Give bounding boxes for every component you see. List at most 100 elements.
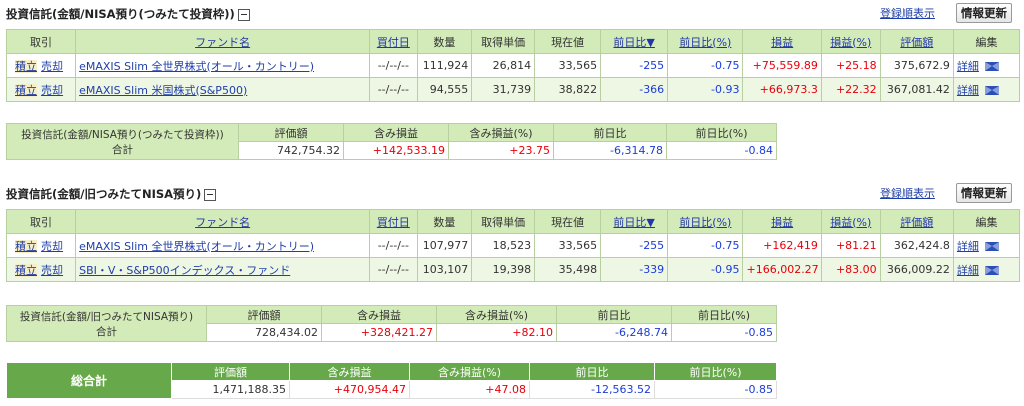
fund-cell: eMAXIS Slim 全世界株式(オール・カントリー): [75, 233, 371, 258]
col-price: 現在値: [534, 209, 602, 234]
col-pl-pct-link[interactable]: 損益(%): [830, 35, 872, 49]
register-order-link[interactable]: 登録順表示: [880, 7, 935, 20]
col-change-pct-link[interactable]: 前日比(%): [679, 215, 732, 229]
cost-cell: 18,523: [471, 233, 536, 258]
col-edit: 編集: [952, 209, 1021, 234]
summary-unrealized: +142,533.19: [343, 141, 449, 160]
col-date[interactable]: 買付日: [369, 209, 418, 234]
summary-unrealized-pct: +82.10: [436, 323, 557, 342]
buy-link[interactable]: 積立: [15, 83, 38, 97]
col-cost: 取得単価: [471, 29, 536, 54]
col-qty: 数量: [416, 209, 473, 234]
fund-link[interactable]: SBI・V・S&P500インデックス・ファンド: [79, 263, 291, 277]
col-pl[interactable]: 損益: [742, 29, 822, 54]
detail-link[interactable]: 詳細: [956, 83, 979, 97]
register-order-link[interactable]: 登録順表示: [880, 187, 935, 200]
grand-col-change-pct: 前日比(%): [654, 362, 777, 381]
mail-icon[interactable]: [984, 62, 999, 71]
change-pct-cell: -0.75: [667, 233, 744, 258]
sell-link[interactable]: 売却: [41, 59, 64, 73]
col-fund-link[interactable]: ファンド名: [195, 215, 251, 229]
buy-link[interactable]: 積立: [15, 239, 38, 253]
col-pl[interactable]: 損益: [742, 209, 822, 234]
mail-icon[interactable]: [984, 242, 999, 251]
col-pl-link[interactable]: 損益: [771, 215, 794, 229]
col-value-link[interactable]: 評価額: [900, 35, 934, 49]
price-cell: 33,565: [534, 53, 602, 78]
pl-pct-cell: +83.00: [820, 257, 881, 282]
grand-total-header-row: 総合計 評価額 含み損益 含み損益(%) 前日比 前日比(%): [6, 362, 777, 399]
grand-col-value: 評価額: [171, 362, 290, 381]
pl-cell: +66,973.3: [742, 77, 822, 102]
col-pl-pct[interactable]: 損益(%): [820, 209, 881, 234]
summary-label-text: 投資信託(金額/旧つみたてNISA預り): [19, 310, 194, 323]
change-pct-cell: -0.75: [667, 53, 744, 78]
summary-col-value: 評価額: [238, 123, 344, 142]
action-cell: 積立 売却: [5, 53, 77, 78]
summary-col-change: 前日比: [553, 123, 667, 142]
detail-link[interactable]: 詳細: [956, 59, 979, 73]
col-fund[interactable]: ファンド名: [75, 209, 371, 234]
col-fund-link[interactable]: ファンド名: [195, 35, 251, 49]
col-change[interactable]: 前日比▼: [600, 29, 669, 54]
col-price: 現在値: [534, 29, 602, 54]
sell-link[interactable]: 売却: [41, 239, 64, 253]
fund-link[interactable]: eMAXIS Slim 全世界株式(オール・カントリー): [79, 59, 315, 73]
buy-link[interactable]: 積立: [15, 263, 38, 277]
detail-link[interactable]: 詳細: [956, 263, 979, 277]
collapse-icon[interactable]: [204, 188, 217, 201]
summary-col-unrealized-pct: 含み損益(%): [436, 305, 557, 324]
col-change-link[interactable]: 前日比▼: [613, 35, 655, 49]
summary-change-pct: -0.84: [666, 141, 777, 160]
col-change-pct-link[interactable]: 前日比(%): [679, 35, 732, 49]
price-cell: 33,565: [534, 233, 602, 258]
summary-header-row: 投資信託(金額/NISA預り(つみたて投資枠)) 合計 評価額 含み損益 含み損…: [6, 123, 777, 160]
buy-link[interactable]: 積立: [15, 59, 38, 73]
change-pct-cell: -0.95: [667, 257, 744, 282]
col-change[interactable]: 前日比▼: [600, 209, 669, 234]
qty-cell: 103,107: [416, 257, 473, 282]
table-row: 積立 売却 eMAXIS Slim 全世界株式(オール・カントリー) --/--/…: [5, 53, 1021, 78]
price-cell: 38,822: [534, 77, 602, 102]
summary-value-row: 742,754.32 +142,533.19 +23.75 -6,314.78 …: [7, 141, 777, 160]
col-value-link[interactable]: 評価額: [900, 215, 934, 229]
col-date[interactable]: 買付日: [369, 29, 418, 54]
col-change-pct[interactable]: 前日比(%): [667, 209, 744, 234]
col-pl-pct[interactable]: 損益(%): [820, 29, 881, 54]
col-change-link[interactable]: 前日比▼: [613, 215, 655, 229]
change-cell: -255: [600, 53, 669, 78]
col-date-link[interactable]: 買付日: [376, 215, 410, 229]
collapse-icon[interactable]: [237, 8, 250, 21]
date-cell: --/--/--: [369, 53, 418, 78]
header-row: 取引 ファンド名 買付日 数量 取得単価 現在値 前日比▼ 前日比(%) 損益 …: [5, 29, 1021, 54]
sell-link[interactable]: 売却: [41, 83, 64, 97]
refresh-button[interactable]: 情報更新: [956, 3, 1012, 23]
col-value[interactable]: 評価額: [879, 29, 954, 54]
col-change-pct[interactable]: 前日比(%): [667, 29, 744, 54]
edit-cell: 詳細: [952, 233, 1021, 258]
pl-cell: +75,559.89: [742, 53, 822, 78]
pl-cell: +166,002.27: [742, 257, 822, 282]
col-date-link[interactable]: 買付日: [376, 35, 410, 49]
col-qty: 数量: [416, 29, 473, 54]
action-cell: 積立 売却: [5, 77, 77, 102]
summary-col-change-pct: 前日比(%): [666, 123, 777, 142]
fund-link[interactable]: eMAXIS Slim 米国株式(S&P500): [79, 83, 248, 97]
detail-link[interactable]: 詳細: [956, 239, 979, 253]
fund-link[interactable]: eMAXIS Slim 全世界株式(オール・カントリー): [79, 239, 315, 253]
summary-value: 742,754.32: [238, 141, 344, 160]
sell-link[interactable]: 売却: [41, 263, 64, 277]
cost-cell: 19,398: [471, 257, 536, 282]
refresh-button[interactable]: 情報更新: [956, 183, 1012, 203]
mail-icon[interactable]: [984, 266, 999, 275]
col-value[interactable]: 評価額: [879, 209, 954, 234]
col-pl-link[interactable]: 損益: [771, 35, 794, 49]
mail-icon[interactable]: [984, 86, 999, 95]
col-pl-pct-link[interactable]: 損益(%): [830, 215, 872, 229]
col-fund[interactable]: ファンド名: [75, 29, 371, 54]
col-edit: 編集: [952, 29, 1021, 54]
holdings-table-1: 取引 ファンド名 買付日 数量 取得単価 現在値 前日比▼ 前日比(%) 損益 …: [5, 29, 1021, 102]
grand-total-label: 総合計: [6, 362, 172, 399]
summary-col-unrealized-pct: 含み損益(%): [448, 123, 554, 142]
grand-total-change: -12,563.52: [529, 380, 655, 399]
